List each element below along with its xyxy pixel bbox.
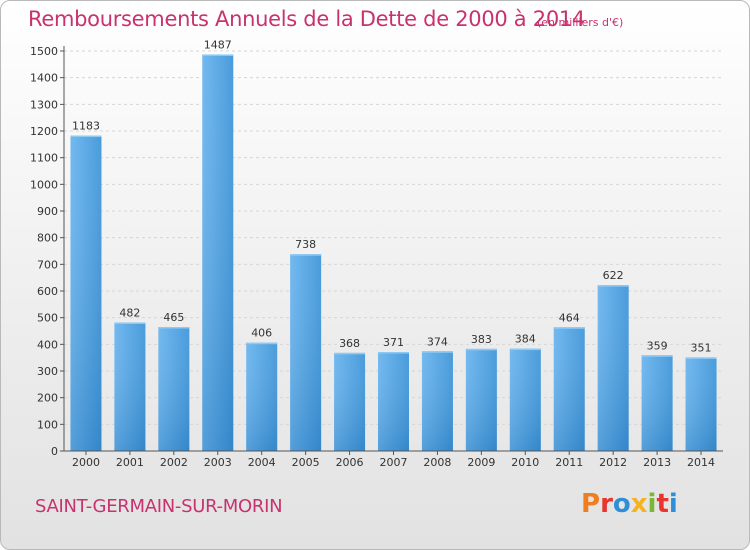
- y-tick-label: 700: [37, 258, 58, 271]
- data-label: 383: [471, 333, 492, 346]
- bar-shade: [158, 327, 190, 451]
- bar-top-edge: [246, 342, 278, 345]
- y-tick-label: 1400: [30, 72, 58, 85]
- bar-top-edge: [70, 135, 102, 138]
- x-tick-label: 2003: [204, 456, 232, 469]
- chart-subtitle: (en milliers d'€): [537, 16, 624, 29]
- data-label: 738: [295, 238, 316, 251]
- y-tick-label: 200: [37, 392, 58, 405]
- bar-shade: [70, 135, 102, 452]
- data-label: 464: [559, 311, 580, 324]
- y-tick-label: 300: [37, 365, 58, 378]
- x-tick-label: 2014: [687, 456, 715, 469]
- x-tick-label: 2004: [248, 456, 276, 469]
- bar-top-edge: [290, 254, 322, 256]
- logo-letter: i: [647, 489, 657, 519]
- bar-top-edge: [334, 352, 366, 355]
- y-tick-label: 900: [37, 205, 58, 218]
- x-tick-label: 2005: [292, 456, 320, 469]
- bar-shade: [465, 348, 497, 451]
- x-tick-label: 2011: [555, 456, 583, 469]
- logo-letter: i: [668, 489, 678, 519]
- chart-title: Remboursements Annuels de la Dette de 20…: [28, 7, 585, 31]
- y-tick-label: 1200: [30, 125, 58, 138]
- bar-top-edge: [421, 351, 453, 353]
- data-label: 384: [515, 333, 536, 346]
- bar-shade: [421, 351, 453, 451]
- x-tick-label: 2012: [599, 456, 627, 469]
- bar-shade: [641, 355, 673, 451]
- bar-top-edge: [553, 327, 585, 329]
- x-tick-label: 2006: [336, 456, 364, 469]
- bar-shade: [378, 352, 409, 451]
- data-label: 371: [383, 336, 404, 349]
- logo-letter: P: [581, 489, 601, 519]
- y-tick-label: 600: [37, 285, 58, 298]
- bar-shade: [597, 285, 629, 451]
- commune-name: SAINT-GERMAIN-SUR-MORIN: [35, 496, 283, 517]
- x-tick-label: 2007: [380, 456, 408, 469]
- bar-shade: [202, 54, 234, 451]
- data-label: 374: [427, 335, 448, 348]
- x-tick-label: 2009: [467, 456, 495, 469]
- bar-shade: [246, 342, 278, 451]
- y-tick-label: 500: [37, 312, 58, 325]
- proxiti-logo: Proxiti: [581, 489, 678, 519]
- data-label: 368: [339, 337, 360, 350]
- y-tick-label: 400: [37, 338, 58, 351]
- x-tick-label: 2008: [423, 456, 451, 469]
- x-tick-label: 2010: [511, 456, 539, 469]
- y-tick-label: 0: [51, 445, 58, 458]
- bar-shade: [290, 254, 322, 451]
- bar-top-edge: [378, 352, 409, 354]
- y-tick-label: 800: [37, 232, 58, 245]
- bar-top-edge: [641, 355, 673, 357]
- logo-letter: t: [656, 489, 669, 519]
- bar-top-edge: [158, 327, 190, 329]
- bar-top-edge: [597, 285, 629, 287]
- bar-top-edge: [114, 322, 146, 324]
- bar-shade: [553, 327, 585, 451]
- data-label: 359: [647, 339, 668, 352]
- logo-letter: o: [612, 489, 631, 519]
- x-tick-label: 2013: [643, 456, 671, 469]
- bar-top-edge: [465, 348, 497, 351]
- y-tick-label: 1000: [30, 178, 58, 191]
- data-label: 482: [119, 306, 140, 319]
- data-label: 1183: [72, 120, 100, 133]
- logo-letter: x: [630, 489, 648, 519]
- data-label: 1487: [204, 38, 232, 51]
- y-tick-label: 1100: [30, 152, 58, 165]
- y-tick-label: 1300: [30, 98, 58, 111]
- bar-top-edge: [202, 54, 234, 56]
- bar-shade: [685, 357, 717, 451]
- data-label: 622: [603, 269, 624, 282]
- y-tick-label: 1500: [30, 45, 58, 58]
- bar-shade: [334, 352, 366, 451]
- x-tick-label: 2001: [116, 456, 144, 469]
- y-tick-label: 100: [37, 418, 58, 431]
- bar-top-edge: [509, 348, 541, 351]
- bar-shade: [114, 322, 146, 451]
- x-tick-label: 2002: [160, 456, 188, 469]
- bar-shade: [509, 348, 541, 451]
- x-tick-label: 2000: [72, 456, 100, 469]
- data-label: 406: [251, 327, 272, 340]
- data-label: 465: [163, 311, 184, 324]
- bar-top-edge: [685, 357, 717, 359]
- data-label: 351: [691, 341, 712, 354]
- logo-letter: r: [600, 489, 613, 519]
